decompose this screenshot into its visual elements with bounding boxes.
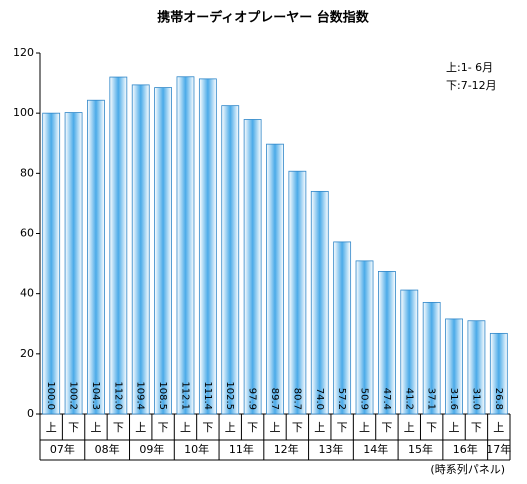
year-label: 15年 — [408, 442, 433, 456]
y-tick-label: 120 — [13, 46, 34, 59]
x-tick-label: 上 — [180, 421, 191, 434]
y-tick-label: 60 — [20, 227, 34, 240]
bar — [400, 289, 419, 415]
bar — [176, 76, 195, 415]
bar — [355, 260, 374, 415]
bar — [42, 112, 61, 415]
year-label: 10年 — [184, 442, 209, 456]
value-label: 74.0 — [314, 388, 325, 410]
bar — [489, 332, 508, 415]
bar — [109, 76, 128, 415]
bar — [445, 318, 463, 415]
bar — [467, 320, 486, 415]
bar — [221, 105, 240, 415]
year-label: 08年 — [95, 442, 120, 456]
x-tick-label: 下 — [113, 421, 124, 434]
x-tick-label: 上 — [404, 421, 415, 434]
value-label: 104.3 — [90, 381, 101, 410]
x-tick-label: 上 — [359, 421, 370, 434]
value-label: 31.6 — [448, 388, 459, 410]
year-label: 09年 — [139, 442, 164, 456]
value-label: 112.0 — [112, 381, 123, 410]
bar — [131, 84, 150, 415]
bar — [266, 143, 284, 415]
year-label: 16年 — [453, 442, 478, 456]
value-label: 50.9 — [359, 388, 370, 410]
annotation: 下:7-12月 — [446, 79, 497, 92]
value-label: 108.5 — [157, 381, 168, 410]
value-label: 109.4 — [135, 381, 146, 410]
bar — [288, 170, 307, 415]
x-tick-label: 下 — [68, 421, 79, 434]
bar — [198, 78, 217, 415]
bar — [243, 119, 262, 415]
x-tick-label: 上 — [449, 421, 460, 434]
value-label: 112.1 — [179, 381, 190, 410]
x-tick-label: 下 — [202, 421, 213, 434]
x-tick-label: 上 — [493, 421, 504, 434]
value-label: 102.5 — [224, 381, 235, 410]
bar — [154, 87, 172, 415]
annotation: 上:1- 6月 — [446, 61, 493, 74]
x-tick-label: 上 — [270, 421, 281, 434]
value-label: 89.7 — [269, 388, 280, 410]
value-label: 41.2 — [403, 388, 414, 410]
y-tick-label: 20 — [20, 347, 34, 360]
bar — [378, 271, 396, 415]
year-label: 13年 — [318, 442, 343, 456]
x-tick-label: 下 — [381, 421, 392, 434]
value-label: 26.8 — [493, 388, 504, 410]
annotation: (時系列パネル) — [430, 462, 505, 476]
bar — [310, 190, 329, 415]
value-label: 47.4 — [381, 388, 392, 410]
value-label: 80.7 — [291, 388, 302, 410]
year-label: 14年 — [363, 442, 388, 456]
x-tick-label: 上 — [90, 421, 101, 434]
y-tick-label: 80 — [20, 166, 34, 179]
value-label: 57.2 — [336, 388, 347, 410]
y-tick-label: 0 — [27, 407, 34, 420]
x-tick-label: 上 — [314, 421, 325, 434]
year-label: 11年 — [229, 442, 254, 456]
x-tick-label: 上 — [225, 421, 236, 434]
year-label: 12年 — [274, 442, 299, 456]
chart-title: 携帯オーディオプレーヤー 台数指数 — [157, 10, 370, 26]
value-label: 37.1 — [426, 388, 437, 410]
value-label: 100.0 — [45, 381, 56, 410]
value-label: 111.4 — [202, 381, 213, 410]
x-tick-label: 下 — [247, 421, 258, 434]
value-label: 100.2 — [68, 381, 79, 410]
y-tick-label: 100 — [13, 106, 34, 119]
bar — [333, 241, 352, 415]
x-tick-label: 下 — [471, 421, 482, 434]
bar — [87, 99, 105, 415]
x-tick-label: 下 — [292, 421, 303, 434]
value-label: 31.0 — [470, 388, 481, 410]
bar — [64, 112, 83, 415]
year-label: 07年 — [50, 442, 75, 456]
x-tick-label: 上 — [135, 421, 146, 434]
x-tick-label: 下 — [158, 421, 169, 434]
x-tick-label: 上 — [46, 421, 57, 434]
x-tick-label: 下 — [337, 421, 348, 434]
x-tick-label: 下 — [426, 421, 437, 434]
value-label: 97.9 — [247, 388, 258, 410]
y-tick-label: 40 — [20, 287, 34, 300]
bar — [422, 301, 441, 415]
year-label: 17年 — [486, 442, 511, 456]
